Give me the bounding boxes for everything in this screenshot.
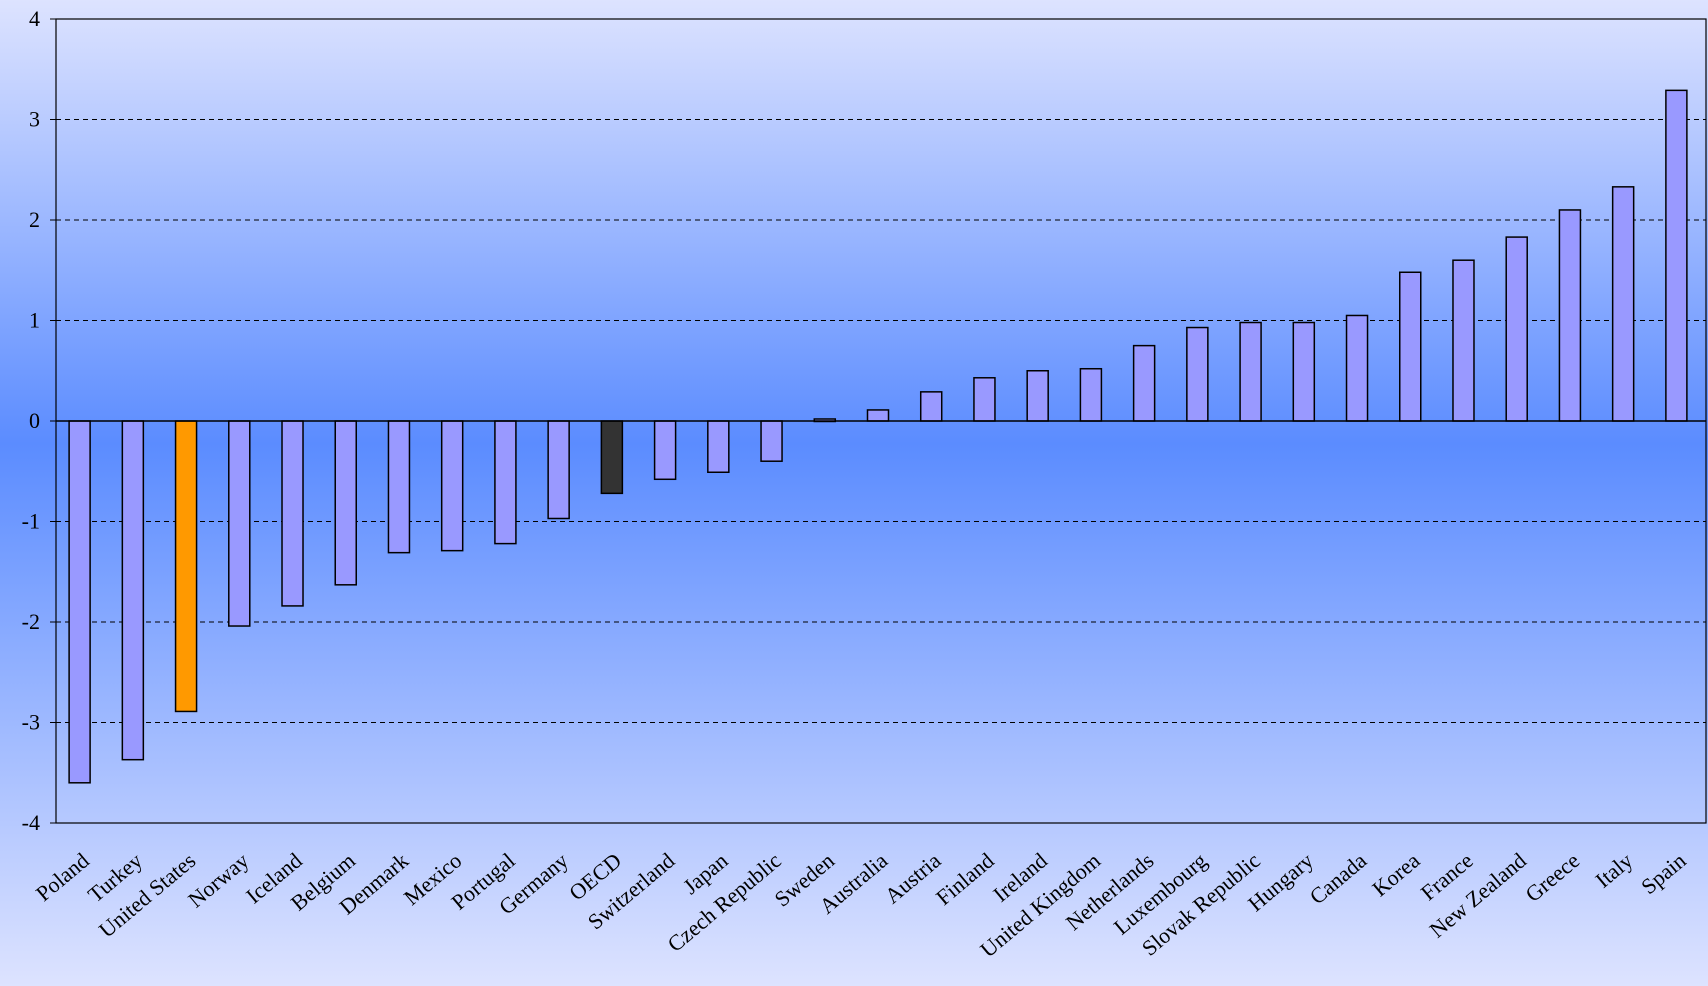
bar-united-states: [174, 420, 198, 713]
bar-denmark: [387, 420, 411, 554]
axes: [50, 18, 1707, 824]
bar-switzerland: [653, 420, 677, 481]
bar-turkey: [121, 420, 145, 761]
y-tick-labels: -4 -3 -2 -1 0 1 2 3 4: [22, 6, 40, 835]
y-tick-label: 0: [29, 408, 40, 433]
bar-norway: [228, 420, 251, 627]
y-tick-label: -2: [22, 609, 40, 634]
bar-austria: [919, 391, 943, 422]
bar-italy: [1611, 186, 1635, 422]
bar-slovak-republic: [1239, 321, 1262, 422]
bar-finland: [973, 377, 996, 422]
gridlines: [56, 119, 1706, 723]
bar-korea: [1399, 271, 1422, 422]
bar-japan: [707, 420, 730, 474]
bar-spain: [1665, 89, 1688, 422]
bar-belgium: [334, 420, 357, 586]
y-tick-label: -1: [22, 509, 40, 534]
bar-oecd: [600, 420, 624, 495]
bar-hungary: [1292, 321, 1316, 422]
bar-germany: [547, 420, 570, 520]
bar-netherlands: [1132, 344, 1156, 422]
bar-poland: [68, 420, 91, 784]
bar-new-zealand: [1505, 236, 1528, 422]
y-tick-label: -3: [22, 710, 40, 735]
bar-france: [1452, 259, 1475, 422]
bar-iceland: [281, 420, 304, 607]
bar-united-kingdom: [1079, 367, 1103, 422]
bar-ireland: [1026, 370, 1049, 422]
bar-portugal: [494, 420, 517, 545]
bar-mexico: [440, 420, 464, 552]
y-tick-label: 2: [29, 207, 40, 232]
bar-luxembourg: [1186, 326, 1209, 422]
y-tick-label: -4: [22, 810, 40, 835]
bar-australia: [866, 409, 890, 422]
bar-canada: [1345, 314, 1369, 422]
bar-greece: [1558, 209, 1582, 422]
y-tick-label: 1: [29, 308, 40, 333]
y-tick-label: 3: [29, 107, 40, 132]
bar-czech-republic: [760, 420, 783, 462]
y-tick-label: 4: [29, 6, 40, 31]
bars: [68, 89, 1688, 784]
